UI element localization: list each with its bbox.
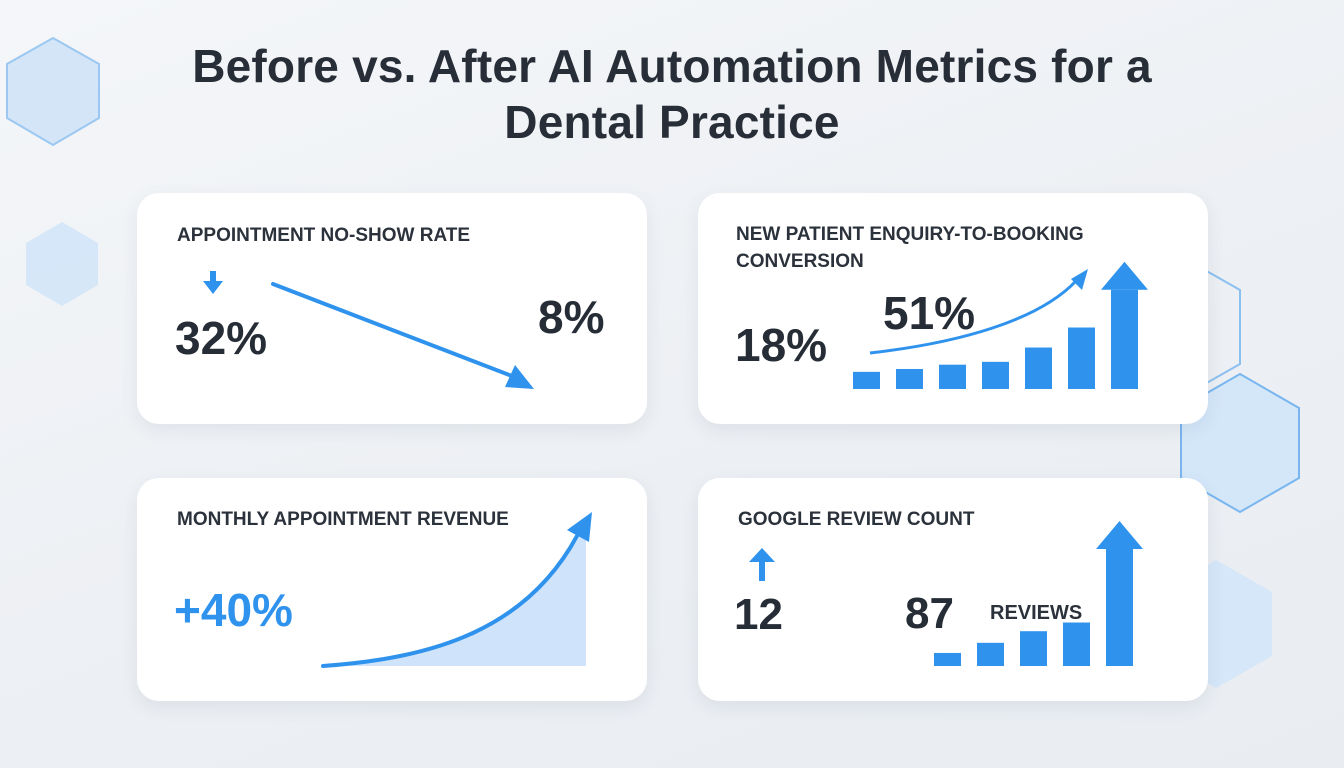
bar	[934, 652, 961, 666]
bar	[977, 642, 1004, 666]
bar	[1025, 347, 1052, 389]
bar	[939, 364, 966, 389]
revenue-chart	[321, 512, 592, 668]
card-title: GOOGLE REVIEW COUNT	[738, 509, 975, 530]
growth-curve	[321, 534, 579, 668]
decline-arrow	[271, 282, 534, 389]
bar-arrowhead	[1101, 261, 1148, 290]
hexagon-decoration	[26, 222, 98, 306]
review-chart	[749, 521, 1143, 666]
bar-arrowhead	[1096, 521, 1143, 549]
trend-arrowhead	[1071, 269, 1088, 290]
hexagon-decoration	[6, 36, 100, 147]
after-value: 8%	[538, 291, 605, 343]
bar	[1063, 622, 1090, 666]
bar-arrow	[1106, 549, 1133, 666]
bar	[896, 368, 923, 389]
after-unit-label: REVIEWS	[990, 602, 1083, 624]
arrow-down-icon	[203, 271, 223, 294]
after-value: 87	[905, 589, 954, 638]
before-value: 32%	[175, 312, 268, 364]
change-value: +40%	[174, 584, 293, 636]
bar-arrow	[1111, 289, 1138, 389]
conversion-card: NEW PATIENT ENQUIRY-TO-BOOKING CONVERSIO…	[698, 193, 1208, 424]
bar	[853, 371, 880, 389]
after-value: 51%	[883, 287, 976, 339]
bar	[1020, 631, 1047, 666]
card-title: MONTHLY APPOINTMENT REVENUE	[177, 509, 509, 530]
conversion-chart	[853, 261, 1148, 389]
trend-arrow	[869, 279, 1078, 355]
before-value: 12	[734, 590, 783, 639]
bar	[1068, 327, 1095, 389]
card-title: NEW PATIENT ENQUIRY-TO-BOOKING CONVERSIO…	[736, 224, 1084, 272]
growth-arrowhead	[567, 512, 592, 542]
arrow-up-icon	[749, 548, 775, 581]
no-show-chart	[203, 271, 534, 389]
before-value: 18%	[735, 319, 828, 371]
bar	[982, 361, 1009, 389]
page-title: Before vs. After AI Automation Metrics f…	[192, 40, 1152, 148]
google-review-card: GOOGLE REVIEW COUNT 12 87 REVIEWS	[698, 478, 1208, 701]
growth-area	[323, 526, 586, 666]
revenue-card: MONTHLY APPOINTMENT REVENUE +40%	[137, 478, 647, 701]
card-title: APPOINTMENT NO-SHOW RATE	[177, 225, 471, 246]
no-show-rate-card: APPOINTMENT NO-SHOW RATE 32% 8%	[137, 193, 647, 424]
